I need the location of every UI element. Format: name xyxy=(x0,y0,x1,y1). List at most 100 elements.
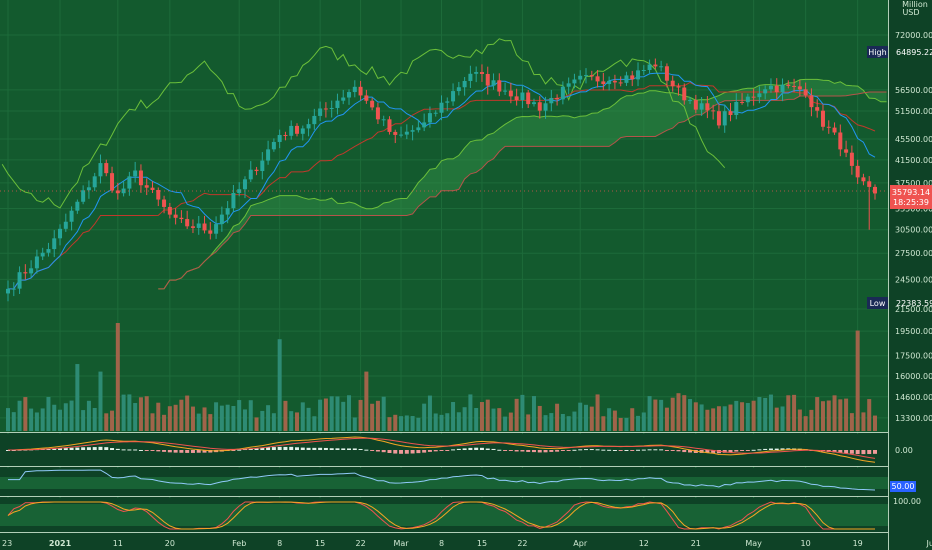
volume-bar xyxy=(838,399,843,431)
candle xyxy=(745,96,750,103)
macd-bar xyxy=(358,448,363,450)
volume-bar xyxy=(873,415,877,431)
macd-bar xyxy=(295,447,299,450)
macd-bar xyxy=(636,449,641,451)
candle xyxy=(318,108,323,116)
time-axis[interactable]: 23 2021 11 20 Feb 8 15 22 Mar 8 15 22 Apr 12 21 May 10 19… xyxy=(2,539,932,548)
volume-bar xyxy=(231,405,236,431)
candle xyxy=(381,119,386,121)
volume-bar xyxy=(555,403,560,431)
candle xyxy=(104,163,109,174)
candle xyxy=(23,272,28,274)
candle xyxy=(167,206,172,215)
macd-bar xyxy=(462,448,467,450)
macd-bar xyxy=(688,450,693,453)
macd-bar xyxy=(422,450,427,453)
macd-bar xyxy=(370,450,375,451)
macd-pane xyxy=(0,434,888,466)
candle xyxy=(659,66,664,68)
volume-bar xyxy=(138,397,143,431)
volume-bar xyxy=(422,403,427,431)
volume-bar xyxy=(595,394,600,431)
candle xyxy=(248,169,253,180)
candle xyxy=(451,91,456,102)
macd-bar xyxy=(173,450,178,453)
candle xyxy=(208,230,213,234)
time-tick-label: 8 xyxy=(439,539,444,548)
volume-bar xyxy=(75,364,80,431)
macd-bar xyxy=(427,450,432,452)
stoch-axis: 100.00 xyxy=(893,497,921,506)
rsi-axis: 50.00 xyxy=(890,481,916,492)
candle xyxy=(439,102,444,113)
volume-bar xyxy=(433,413,438,431)
macd-bar xyxy=(763,448,768,450)
volume-bar xyxy=(11,412,16,431)
volume-bar xyxy=(763,397,768,431)
price-tick-label: 14600.00 xyxy=(895,393,932,402)
candle xyxy=(768,85,773,90)
volume-bar xyxy=(797,409,802,431)
macd-bar xyxy=(323,447,328,450)
volume-bar xyxy=(711,408,716,431)
volume-bar xyxy=(451,402,456,431)
candle xyxy=(306,124,311,129)
volume-bar xyxy=(416,417,421,431)
macd-bar xyxy=(58,448,63,450)
candle xyxy=(560,86,565,100)
macd-line xyxy=(8,436,876,463)
candle xyxy=(849,152,854,166)
macd-bar xyxy=(641,449,646,451)
time-tick-label: 11 xyxy=(113,539,123,548)
time-tick-label: 22 xyxy=(517,539,527,548)
volume-bar xyxy=(589,406,594,431)
macd-bar xyxy=(670,450,675,451)
candle xyxy=(312,115,317,125)
volume-bar xyxy=(341,401,346,431)
candle xyxy=(797,86,802,90)
candle xyxy=(456,87,461,92)
time-tick-label: 12 xyxy=(639,539,649,548)
candle xyxy=(734,101,739,115)
volume-bar xyxy=(722,406,727,431)
volume-bar xyxy=(190,406,195,431)
macd-bar xyxy=(156,450,161,452)
candle xyxy=(855,165,860,178)
candle xyxy=(46,249,51,253)
candle xyxy=(820,110,825,127)
volume-bar xyxy=(300,402,305,431)
candle xyxy=(549,97,554,104)
lagging-span xyxy=(1,38,726,209)
candle xyxy=(641,69,646,71)
candle xyxy=(364,95,369,101)
volume-bar xyxy=(335,396,340,431)
candle xyxy=(433,112,438,114)
volume-bar xyxy=(266,405,271,431)
candle xyxy=(503,90,508,92)
volume-bar xyxy=(844,398,849,431)
macd-bar xyxy=(861,450,866,455)
macd-bar xyxy=(248,448,253,450)
volume-bar xyxy=(520,394,525,431)
candle xyxy=(445,101,450,103)
candle xyxy=(185,219,190,227)
volume-bar xyxy=(260,410,265,431)
candle xyxy=(531,102,536,105)
candle xyxy=(214,224,219,234)
volume-bar xyxy=(572,411,577,431)
volume-bar xyxy=(271,413,276,431)
candle xyxy=(358,86,363,96)
volume-bar xyxy=(861,412,866,431)
volume-bar xyxy=(219,405,224,431)
volume-bar xyxy=(503,416,508,431)
volume-bar xyxy=(439,414,444,431)
candle xyxy=(144,185,149,188)
candle xyxy=(873,186,877,194)
volume-bar xyxy=(34,412,39,431)
volume-bar xyxy=(768,394,773,431)
macd-axis: 0.00 xyxy=(895,446,913,455)
macd-bar xyxy=(375,450,380,452)
candle xyxy=(375,107,380,120)
macd-bar xyxy=(202,450,207,453)
